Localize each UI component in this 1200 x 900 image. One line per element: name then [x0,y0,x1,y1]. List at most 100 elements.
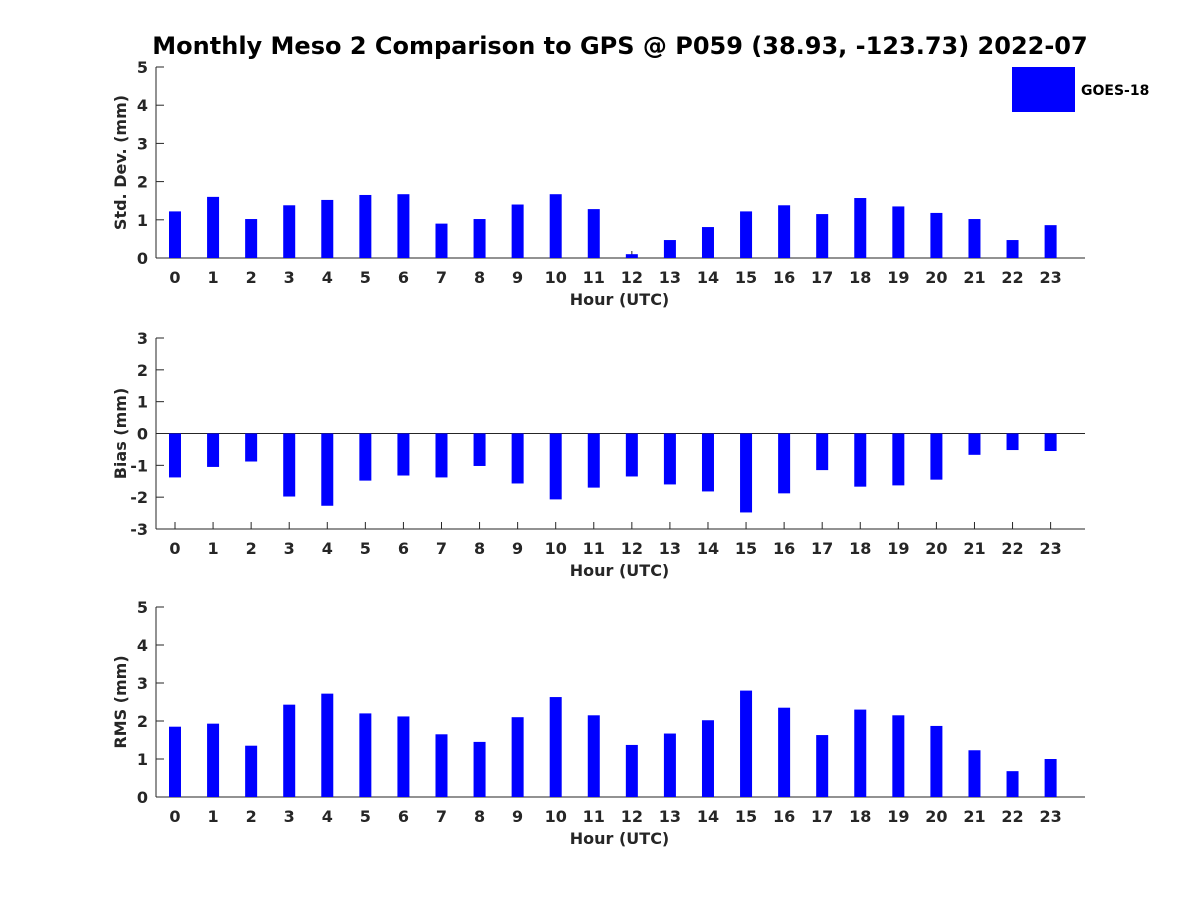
legend: GOES-18 [1012,67,1149,112]
rms-x-tick-label: 19 [887,807,909,826]
stddev-x-tick-label: 8 [474,268,485,287]
stddev-bar [740,211,753,258]
stddev-bar [1044,225,1057,258]
stddev-x-tick-label: 3 [284,268,295,287]
rms-bar [359,713,372,797]
stddev-bar [892,206,905,258]
bias-x-tick-label: 7 [436,539,447,558]
rms-x-tick-label: 1 [207,807,218,826]
stddev-x-tick-label: 2 [246,268,257,287]
bias-y-tick-label: -3 [130,520,148,539]
stddev-x-tick-label: 21 [963,268,985,287]
rms-x-tick-label: 9 [512,807,523,826]
rms-x-tick-label: 7 [436,807,447,826]
stddev-bar [207,196,220,258]
rms-x-tick-label: 6 [398,807,409,826]
bias-bar [207,433,220,467]
rms-bar [511,717,524,797]
rms-x-tick-label: 4 [322,807,333,826]
bias-bar [397,433,410,476]
rms-y-tick-label: 4 [137,636,148,655]
stddev-x-tick-label: 19 [887,268,909,287]
bias-x-tick-label: 13 [659,539,681,558]
rms-x-tick-label: 15 [735,807,757,826]
bias-bar [359,433,372,481]
stddev-bar [549,194,562,258]
stddev-x-tick-label: 16 [773,268,795,287]
stddev-x-tick-label: 13 [659,268,681,287]
rms-bar [321,693,334,797]
bias-bar [587,433,600,488]
rms-bar [816,735,829,797]
rms-x-tick-label: 22 [1001,807,1023,826]
bias-x-tick-label: 11 [583,539,605,558]
rms-x-tick-label: 16 [773,807,795,826]
stddev-x-axis-label: Hour (UTC) [570,290,670,309]
bias-x-tick-label: 16 [773,539,795,558]
bias-bar [625,433,638,477]
stddev-bar [321,199,334,258]
rms-x-tick-label: 10 [545,807,567,826]
stddev-x-tick-label: 15 [735,268,757,287]
rms-x-axis-label: Hour (UTC) [570,829,670,848]
rms-bar [435,734,448,797]
rms-x-tick-label: 20 [925,807,947,826]
stddev-x-tick-label: 22 [1001,268,1023,287]
stddev-x-tick-label: 12 [621,268,643,287]
stddev-x-tick-label: 14 [697,268,719,287]
rms-bar [207,723,220,797]
bias-x-tick-label: 9 [512,539,523,558]
rms-x-tick-label: 3 [284,807,295,826]
bias-bar [435,433,448,478]
legend-label: GOES-18 [1081,83,1149,99]
rms-bar [1044,759,1057,797]
rms-bar [1006,771,1019,797]
stddev-bar [663,240,676,258]
bias-bar [778,433,791,494]
rms-x-tick-label: 17 [811,807,833,826]
bias-x-tick-label: 23 [1039,539,1061,558]
bias-bar [740,433,753,513]
bias-bar [1006,433,1019,451]
stddev-bar [1006,240,1019,258]
rms-x-tick-label: 2 [246,807,257,826]
stddev-y-tick-label: 5 [137,58,148,77]
bias-x-tick-label: 20 [925,539,947,558]
bias-x-tick-label: 17 [811,539,833,558]
bias-bar [663,433,676,485]
bias-bar [473,433,486,466]
bias-bar [169,433,181,478]
rms-bar [587,715,600,797]
stddev-y-axis-label: Std. Dev. (mm) [111,95,130,230]
stddev-bar [816,214,829,258]
bias-bar [854,433,867,487]
bias-bar [321,433,334,506]
rms-y-axis-label: RMS (mm) [111,655,130,748]
bias-bar [892,433,905,486]
stddev-bar [283,205,296,258]
stddev-bar [930,212,943,258]
bias-bar [701,433,714,492]
bias-x-tick-label: 18 [849,539,871,558]
stddev-x-tick-label: 10 [545,268,567,287]
bias-x-tick-label: 6 [398,539,409,558]
stddev-x-tick-label: 5 [360,268,371,287]
rms-bar [854,709,867,797]
rms-bar [245,745,258,797]
bias-y-axis-label: Bias (mm) [111,388,130,480]
rms-bar [397,716,410,797]
bias-y-tick-label: 0 [137,425,148,444]
bias-bar [283,433,296,497]
rms-x-tick-label: 13 [659,807,681,826]
rms-bar [283,704,296,797]
legend-swatch [1012,67,1075,112]
rms-y-tick-label: 1 [137,750,148,769]
bias-bar [1044,433,1057,452]
bias-x-tick-label: 0 [169,539,180,558]
stddev-x-tick-label: 6 [398,268,409,287]
stddev-x-tick-label: 4 [322,268,333,287]
bias-bar [816,433,829,471]
rms-bar [968,750,981,797]
